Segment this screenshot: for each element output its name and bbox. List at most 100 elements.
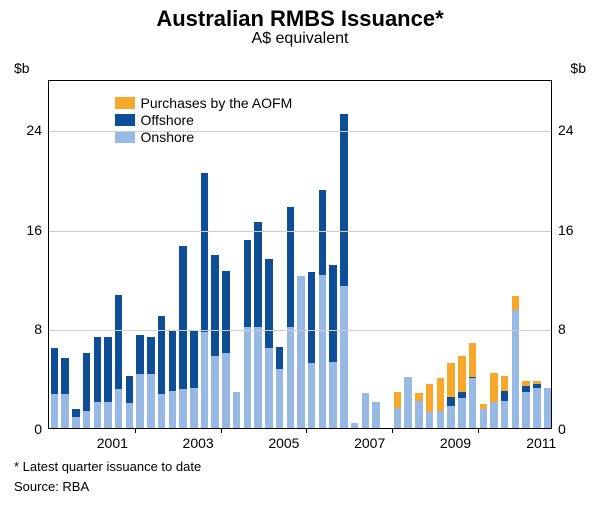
- gridline: [49, 231, 551, 232]
- footnote: * Latest quarter issuance to date: [14, 459, 201, 474]
- ytick-right: 0: [558, 421, 582, 437]
- bar-segment-offshore: [51, 348, 59, 394]
- bar-segment-offshore: [136, 335, 144, 375]
- chart-title: Australian RMBS Issuance*: [0, 0, 600, 32]
- bar-segment-onshore: [222, 353, 230, 428]
- bar-segment-onshore: [233, 392, 241, 428]
- bar-segment-offshore: [158, 316, 166, 395]
- xtick-mark: [478, 428, 479, 433]
- bar-segment-onshore: [136, 374, 144, 428]
- bar-segment-onshore: [469, 378, 477, 428]
- rmbs-chart: Australian RMBS Issuance* A$ equivalent …: [0, 0, 600, 519]
- bar-segment-offshore: [522, 386, 530, 392]
- bar-segment-aofm: [480, 404, 488, 409]
- xtick-label: 2003: [183, 435, 214, 451]
- bar-segment-onshore: [190, 388, 198, 428]
- legend-swatch: [115, 131, 135, 143]
- ytick-left: 8: [18, 321, 42, 337]
- xtick-mark: [306, 428, 307, 433]
- bar-segment-offshore: [340, 114, 348, 286]
- ytick-right: 8: [558, 321, 582, 337]
- xtick-label: 2007: [354, 435, 385, 451]
- bar-segment-onshore: [147, 374, 155, 428]
- legend-item-aofm: Purchases by the AOFM: [115, 95, 293, 112]
- legend-label: Purchases by the AOFM: [141, 95, 293, 112]
- bar-segment-onshore: [158, 394, 166, 428]
- bar-segment-offshore: [265, 259, 273, 349]
- ytick-left: 0: [18, 421, 42, 437]
- bar-segment-onshore: [501, 401, 509, 428]
- xtick-label: 2009: [440, 435, 471, 451]
- bar-segment-onshore: [522, 392, 530, 428]
- gridline: [49, 330, 551, 331]
- bar-segment-onshore: [394, 408, 402, 428]
- bar-segment-offshore: [254, 222, 262, 327]
- ytick-left: 24: [18, 122, 42, 138]
- bar-segment-onshore: [319, 275, 327, 428]
- bar-segment-aofm: [437, 378, 445, 410]
- bar-segment-onshore: [340, 286, 348, 428]
- bar-segment-onshore: [480, 409, 488, 428]
- bar-segment-offshore: [115, 295, 123, 390]
- bar-segment-onshore: [329, 362, 337, 428]
- gridline: [49, 131, 551, 132]
- legend-swatch: [115, 114, 135, 126]
- source-label: Source: RBA: [14, 479, 89, 494]
- bar-segment-offshore: [533, 384, 541, 388]
- bar-segment-onshore: [265, 348, 273, 428]
- bar-segment-offshore: [308, 272, 316, 363]
- bar-segment-offshore: [179, 246, 187, 389]
- bar-segment-aofm: [469, 343, 477, 377]
- bar-segment-onshore: [244, 327, 252, 428]
- bar-segment-onshore: [276, 369, 284, 428]
- bar-segment-onshore: [104, 402, 112, 428]
- bar-segment-onshore: [351, 423, 359, 428]
- xtick-label: 2001: [97, 435, 128, 451]
- bar-segment-onshore: [404, 377, 412, 428]
- bar-segment-onshore: [426, 412, 434, 428]
- bar-segment-onshore: [83, 411, 91, 428]
- bar-segment-onshore: [415, 401, 423, 428]
- legend-swatch: [115, 97, 135, 109]
- xtick-mark: [392, 428, 393, 433]
- bar-segment-offshore: [244, 240, 252, 327]
- bar-segment-offshore: [201, 173, 209, 333]
- bar-segment-onshore: [61, 394, 69, 428]
- plot-area: Purchases by the AOFMOffshoreOnshore: [48, 80, 552, 429]
- bar-segment-offshore: [211, 255, 219, 356]
- bar-segment-offshore: [83, 353, 91, 410]
- bar-segment-onshore: [115, 389, 123, 428]
- bar-segment-onshore: [362, 393, 370, 428]
- bar-segment-aofm: [415, 393, 423, 400]
- ytick-right: 24: [558, 122, 582, 138]
- bar-segment-onshore: [169, 391, 177, 428]
- bar-segment-onshore: [94, 402, 102, 428]
- bar-segment-offshore: [147, 337, 155, 374]
- bar-segment-onshore: [211, 356, 219, 428]
- bar-segment-offshore: [94, 337, 102, 402]
- xtick-mark: [221, 428, 222, 433]
- bar-segment-offshore: [287, 207, 295, 327]
- bar-segment-aofm: [394, 392, 402, 408]
- bar-segment-onshore: [437, 411, 445, 428]
- bar-segment-onshore: [447, 406, 455, 428]
- chart-subtitle: A$ equivalent: [0, 30, 600, 48]
- bar-segment-offshore: [169, 331, 177, 391]
- bar-segment-offshore: [126, 376, 134, 403]
- ytick-right: 16: [558, 222, 582, 238]
- bar-segment-onshore: [51, 394, 59, 428]
- bar-segment-aofm: [533, 381, 541, 385]
- bar-segment-onshore: [201, 332, 209, 428]
- bar-segment-aofm: [447, 363, 455, 397]
- bar-segment-offshore: [458, 392, 466, 398]
- y-unit-right: $b: [570, 60, 586, 76]
- bar-segment-onshore: [126, 403, 134, 428]
- bar-segment-offshore: [190, 331, 198, 388]
- bar-segment-offshore: [61, 358, 69, 394]
- bar-segment-onshore: [287, 327, 295, 428]
- bar-segment-aofm: [512, 296, 520, 310]
- bar-segment-offshore: [72, 409, 80, 416]
- bar-segment-aofm: [426, 384, 434, 411]
- bar-segment-offshore: [329, 265, 337, 362]
- bar-segment-onshore: [458, 398, 466, 428]
